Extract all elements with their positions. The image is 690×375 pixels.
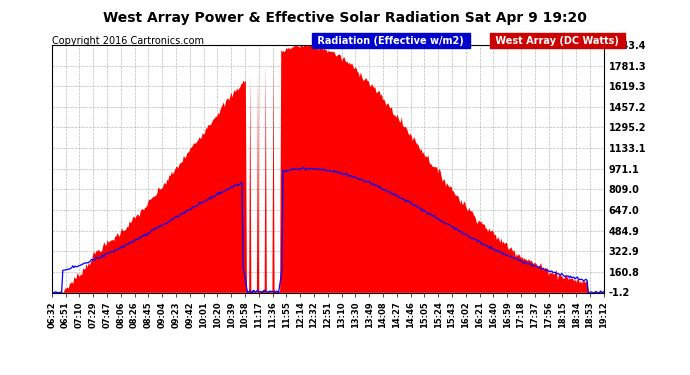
Text: Radiation (Effective w/m2): Radiation (Effective w/m2) bbox=[314, 36, 467, 46]
Text: West Array (DC Watts): West Array (DC Watts) bbox=[492, 36, 622, 46]
Text: Copyright 2016 Cartronics.com: Copyright 2016 Cartronics.com bbox=[52, 36, 204, 46]
Text: West Array Power & Effective Solar Radiation Sat Apr 9 19:20: West Array Power & Effective Solar Radia… bbox=[103, 11, 587, 25]
